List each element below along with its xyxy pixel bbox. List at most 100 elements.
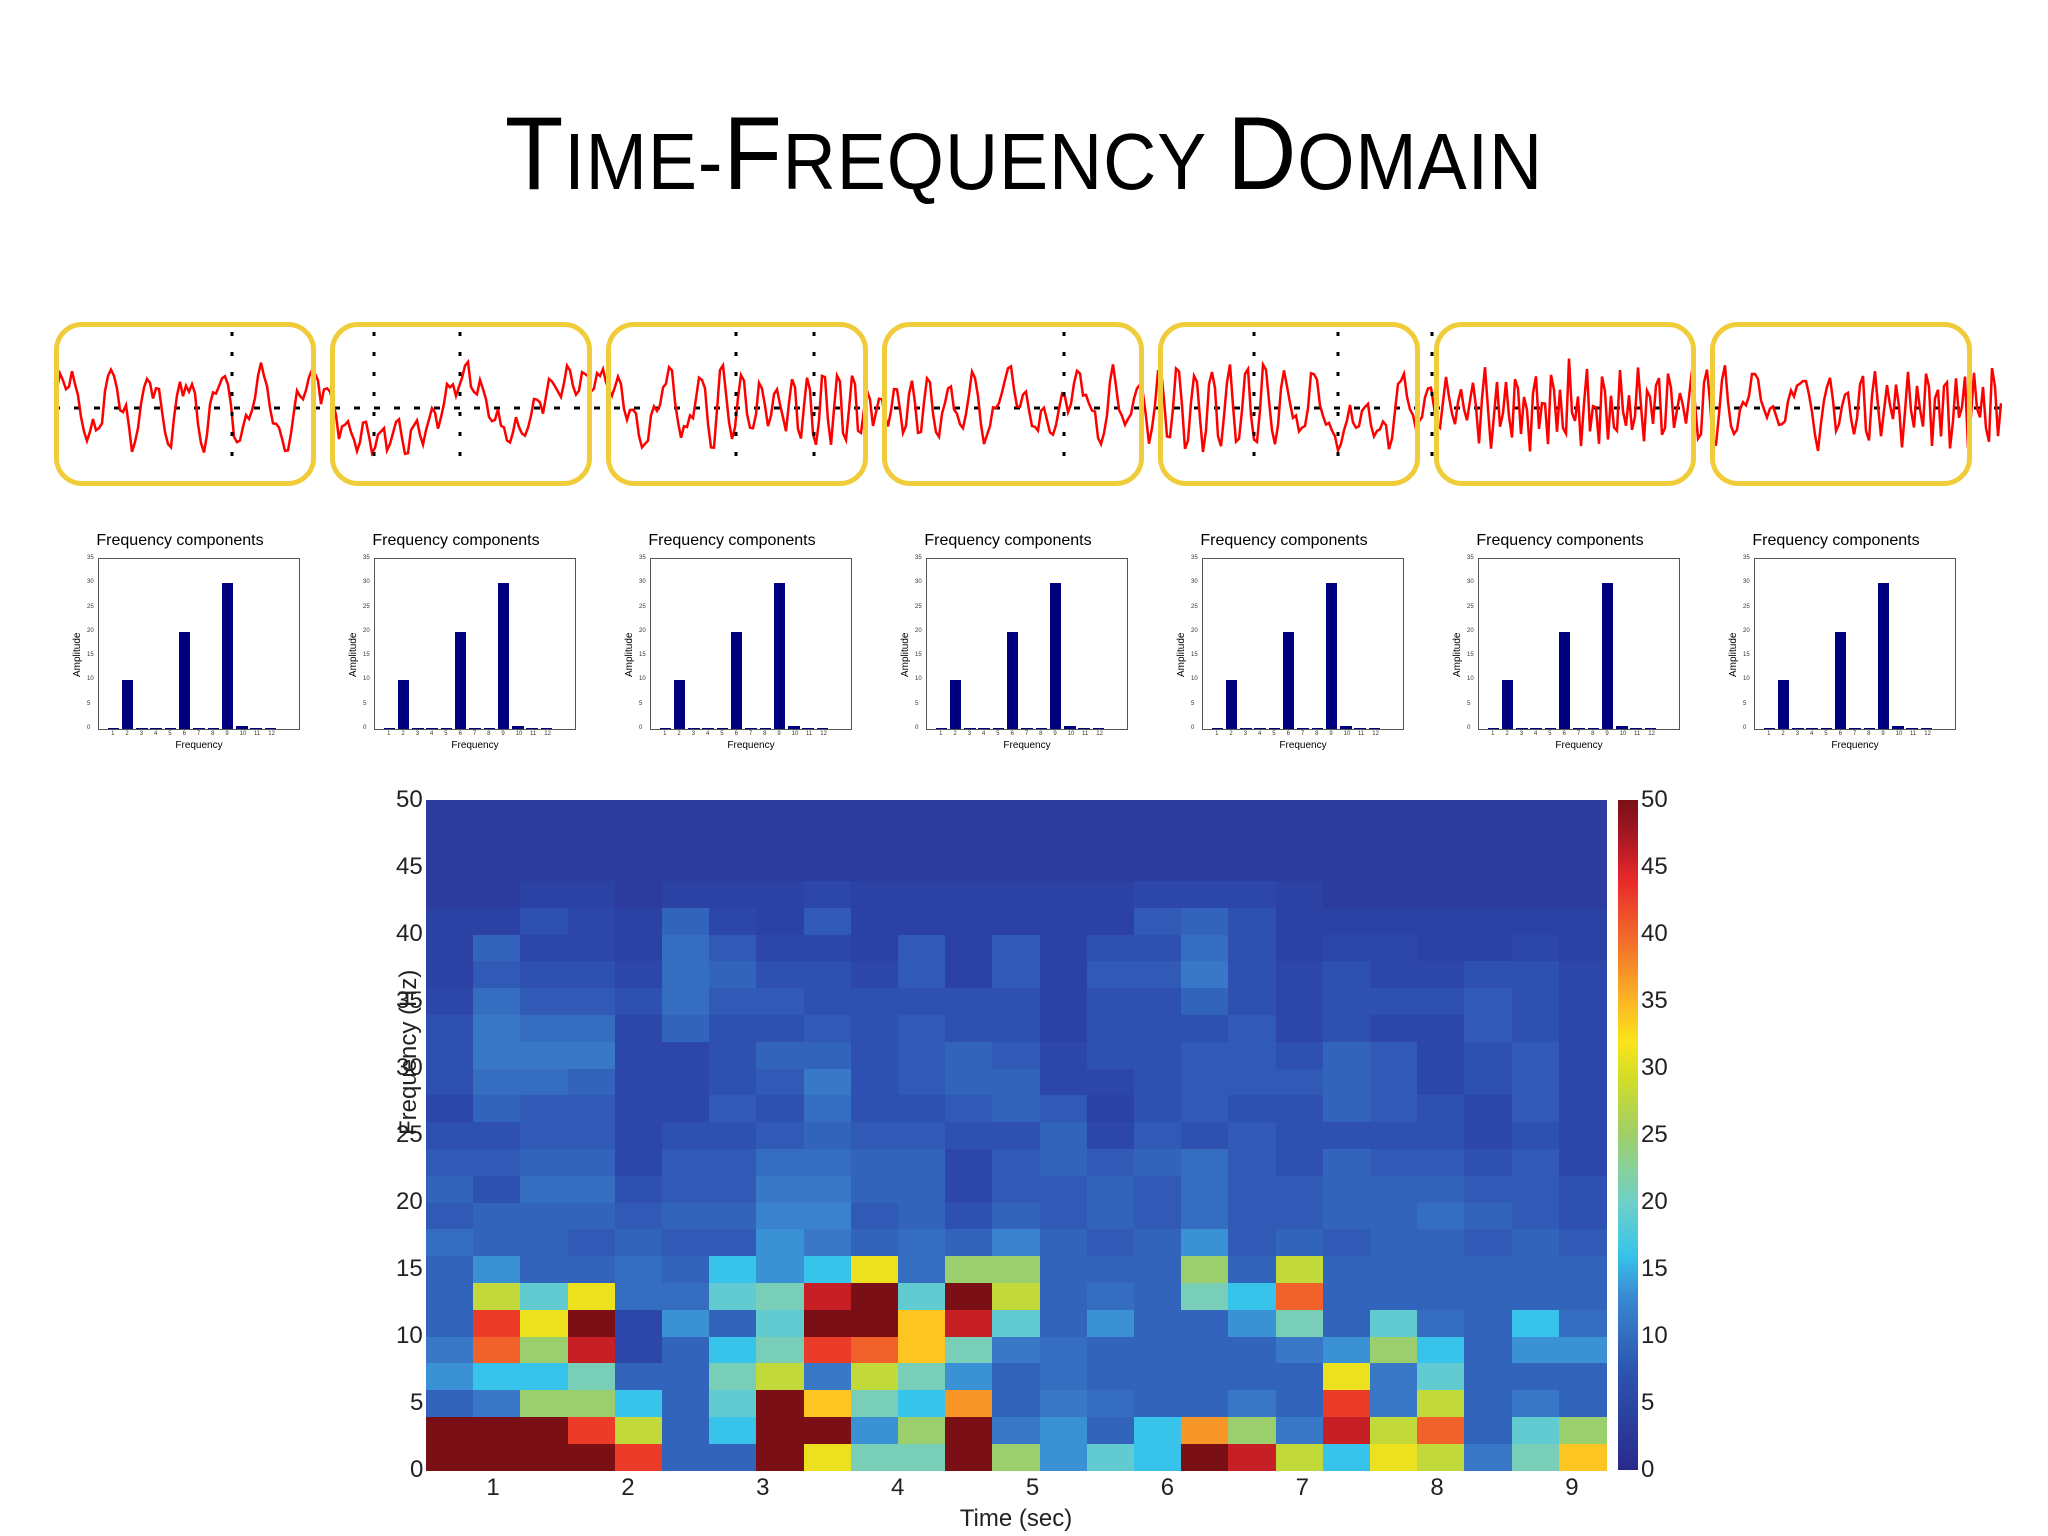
spectrogram-cell (1417, 1148, 1465, 1176)
spectrogram-cell (1558, 1228, 1607, 1257)
bar-freq-9 (1877, 583, 1890, 729)
x-tick-label: 5 (996, 731, 1000, 737)
bar-freq-4 (426, 728, 438, 729)
y-tick-label: 5 (1743, 700, 1747, 707)
x-tick-label: 5 (1548, 731, 1552, 737)
spectrogram-cell (1275, 1389, 1324, 1417)
spectrogram-cell (1275, 853, 1324, 881)
bar-freq-8 (207, 727, 219, 729)
spectrogram-cell (1511, 853, 1560, 881)
time-window-box (1158, 322, 1420, 486)
spectrogram-cell (850, 907, 899, 935)
spectrogram-cell (1228, 1336, 1277, 1364)
spectrogram-cell (709, 1014, 757, 1042)
bar-freq-2 (1501, 680, 1514, 729)
spectrogram-cell (662, 1094, 710, 1123)
bar-freq-12 (816, 728, 829, 729)
spectrogram-cell (1039, 1228, 1088, 1257)
spectrogram-cell (567, 1202, 616, 1230)
spectrogram-cell (426, 800, 474, 828)
spectrogram-cell (709, 1148, 757, 1176)
spectrogram-cell (992, 1121, 1041, 1149)
spectrogram-cell (945, 1121, 993, 1149)
y-tick-label: 20 (363, 627, 370, 634)
spectrogram-cell (1228, 1041, 1277, 1069)
spectrogram-cell (1464, 960, 1513, 989)
spectrogram-cell (1181, 1041, 1229, 1069)
spectrogram-cell (1322, 1202, 1371, 1230)
spectrogram-cell (473, 1041, 521, 1069)
spectrogram-cell (945, 1282, 993, 1310)
spectrogram-cell (662, 1416, 710, 1444)
spectrogram-cell (803, 987, 852, 1015)
x-tick-label: 12 (820, 731, 827, 737)
spectrogram-cell (520, 800, 569, 828)
spectrogram-cell (1181, 1148, 1229, 1176)
spectrogram-cell (1417, 1175, 1465, 1203)
x-tick-label: 10 (791, 731, 799, 737)
spectrogram-cell (567, 1255, 616, 1283)
spectrogram-cell (614, 1202, 663, 1230)
spectrogram-cell (1322, 880, 1371, 908)
y-axis-label: Amplitude (72, 632, 83, 677)
spectrogram-cell (1511, 1041, 1560, 1069)
bar-freq-6 (1283, 631, 1295, 729)
spectrogram-cell (1511, 960, 1560, 989)
spectrogram-cell (945, 1041, 993, 1069)
spectrogram-cell (1417, 1309, 1465, 1337)
bar-freq-12 (1368, 728, 1381, 729)
x-tick-label: 5 (1025, 1474, 1040, 1501)
spectrogram-cell (1511, 1255, 1560, 1283)
spectrogram-cell (756, 1121, 805, 1149)
spectrogram-cell (1134, 1282, 1182, 1310)
spectrogram-cell (1039, 1014, 1088, 1042)
spectrogram-cell (426, 1443, 474, 1471)
colorbar-tick-label: 20 (1641, 1188, 1668, 1215)
spectrogram-cell (1322, 1282, 1371, 1310)
spectrogram-cell (520, 1255, 569, 1283)
bar-freq-7 (469, 728, 481, 729)
spectrogram-cell (614, 1336, 663, 1364)
y-tick-label: 35 (363, 555, 370, 561)
spectrogram-cell (1370, 826, 1418, 855)
spectrogram-cell (709, 1041, 757, 1069)
spectrogram-cell (803, 1148, 852, 1176)
spectrogram-cell (803, 907, 852, 935)
signal-waveform (54, 332, 2002, 472)
bar-freq-7 (1849, 728, 1861, 729)
spectrogram-cell (520, 934, 569, 962)
spectrogram-cell (567, 1014, 616, 1042)
x-tick-label: 12 (1924, 731, 1931, 737)
bar-freq-6 (179, 631, 191, 729)
y-tick-label: 20 (1743, 627, 1750, 634)
x-tick-label: 4 (1534, 731, 1538, 737)
spectrogram-cell (898, 1228, 946, 1257)
spectrogram-cell (1370, 1148, 1418, 1176)
spectrogram-cell (945, 934, 993, 962)
x-tick-label: 11 (1634, 731, 1641, 737)
spectrogram-cell (1039, 1148, 1088, 1176)
spectrogram-cell (1039, 1362, 1088, 1391)
spectrogram-cell (803, 1202, 852, 1230)
spectrogram-cell (473, 1202, 521, 1230)
bar-freq-3 (964, 728, 976, 729)
spectrogram-cell (756, 960, 805, 989)
bar-freq-4 (1254, 728, 1266, 729)
y-tick-label: 25 (1467, 603, 1474, 610)
x-tick-label: 1 (111, 731, 115, 737)
spectrogram-cell (1417, 1443, 1465, 1471)
chart-title: Frequency components (648, 532, 816, 549)
x-tick-label: 11 (1358, 731, 1365, 737)
spectrogram-cell (850, 1336, 899, 1364)
spectrogram-cell (1417, 1282, 1465, 1310)
spectrogram-cell (945, 1148, 993, 1176)
spectrogram-cell (1275, 1362, 1324, 1391)
spectrogram-cell (992, 800, 1041, 828)
spectrogram-cell (1511, 1389, 1560, 1417)
spectrogram-cell (426, 853, 474, 881)
x-tick-label: 2 (953, 731, 957, 737)
spectrogram-cell (567, 853, 616, 881)
spectrogram-cell (898, 1416, 946, 1444)
spectrogram-cell (520, 1228, 569, 1257)
spectrogram-cell (1417, 880, 1465, 908)
